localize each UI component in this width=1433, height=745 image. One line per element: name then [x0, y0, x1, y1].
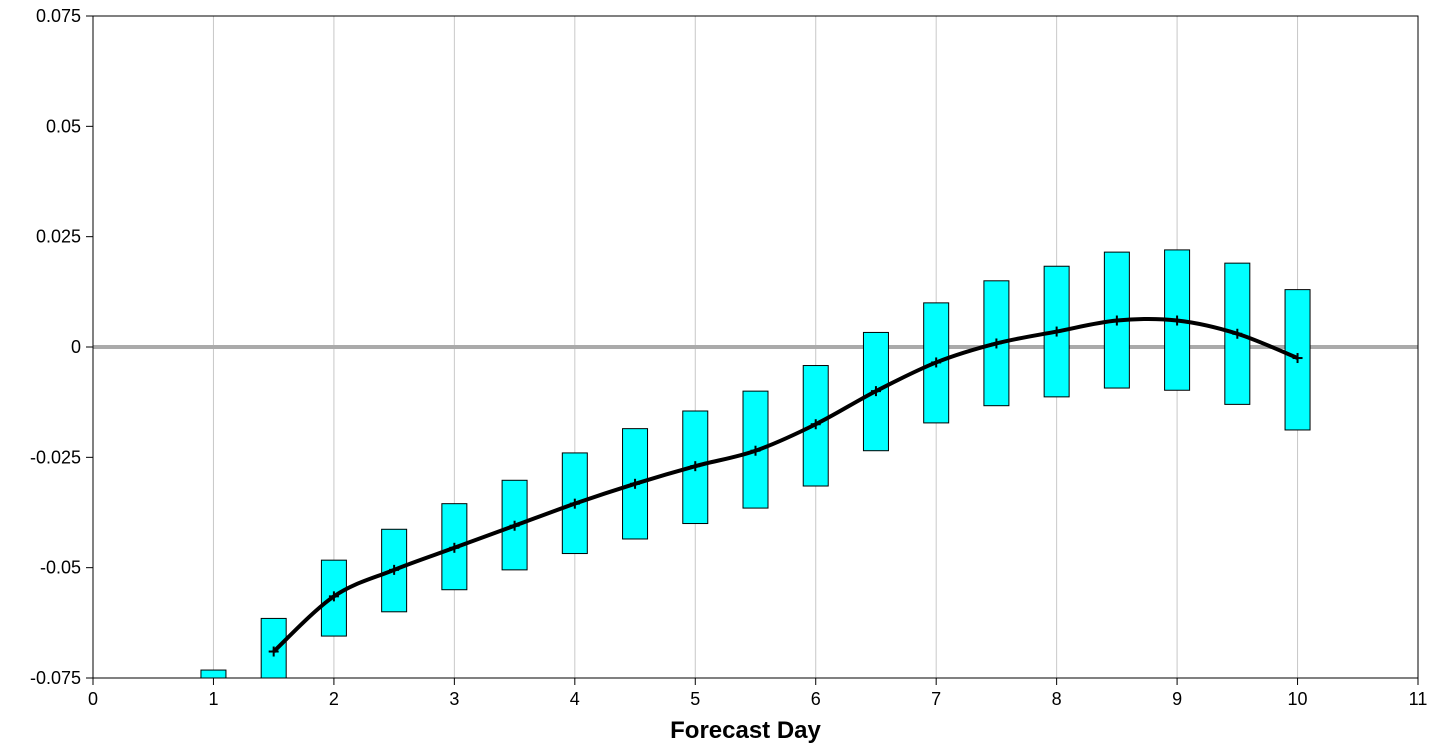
line-markers: [268, 315, 1303, 657]
x-axis-ticks: 0 1 2 3 4 5 6 7 8 9 10 11: [88, 678, 1427, 709]
range-bar-day-4.5: [622, 428, 649, 540]
range-bar-day-4: [561, 452, 588, 555]
x-tick-label-11: 11: [1409, 689, 1428, 709]
y-tick-label-0.025: 0.025: [36, 227, 81, 247]
x-axis-title: Forecast Day: [670, 717, 821, 744]
line-point-day-6: [810, 419, 821, 430]
x-tick-label-1: 1: [208, 689, 218, 709]
y-tick-label-0.075: 0.075: [36, 6, 81, 26]
line-point-day-7.5: [991, 338, 1002, 349]
line-point-day-5: [690, 461, 701, 472]
y-axis-ticks: -0.075 -0.05 -0.025 0 0.025 0.05 0.075: [30, 6, 93, 688]
line-point-day-9.5: [1232, 328, 1243, 339]
y-tick-label--0.05: -0.05: [40, 558, 81, 578]
line-point-day-6.5: [870, 386, 881, 397]
x-tick-label-3: 3: [449, 689, 459, 709]
y-tick-label-0: 0: [71, 337, 81, 357]
line-point-day-8.5: [1111, 315, 1122, 326]
x-tick-label-2: 2: [329, 689, 339, 709]
x-tick-label-8: 8: [1052, 689, 1062, 709]
line-point-day-5.5: [750, 445, 761, 456]
x-tick-label-6: 6: [811, 689, 821, 709]
range-bars: [200, 249, 1311, 679]
line-point-day-2.5: [389, 564, 400, 575]
line-point-day-7: [931, 357, 942, 368]
y-tick-label-0.05: 0.05: [46, 116, 81, 136]
line-point-day-3: [449, 542, 460, 553]
x-tick-label-0: 0: [88, 689, 98, 709]
line-point-day-4: [569, 498, 580, 509]
series-line: [272, 317, 1299, 653]
line-point-day-1.5: [268, 646, 279, 657]
line-point-day-2: [328, 591, 339, 602]
line-point-day-8: [1051, 326, 1062, 337]
line-point-day-10: [1292, 353, 1303, 364]
line-point-day-3.5: [509, 520, 520, 531]
x-tick-label-10: 10: [1288, 689, 1308, 709]
x-tick-label-5: 5: [690, 689, 700, 709]
x-tick-label-7: 7: [931, 689, 941, 709]
x-tick-label-4: 4: [570, 689, 580, 709]
line-point-day-9: [1172, 315, 1183, 326]
y-tick-label--0.075: -0.075: [30, 668, 81, 688]
range-bar-day-1: [200, 669, 227, 679]
line-point-day-4.5: [630, 478, 641, 489]
y-tick-label--0.025: -0.025: [30, 447, 81, 467]
x-tick-label-9: 9: [1172, 689, 1182, 709]
